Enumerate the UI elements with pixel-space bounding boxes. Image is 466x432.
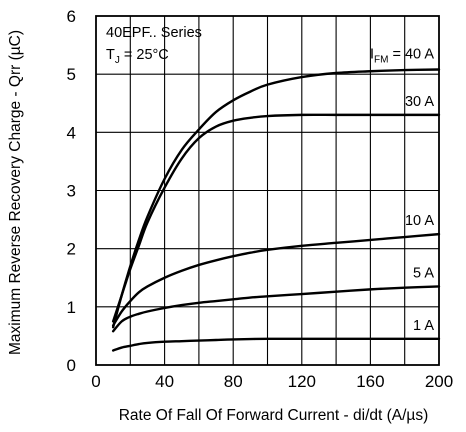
y-tick-label: 5: [67, 65, 76, 84]
series-line-5-a: [111, 285, 441, 333]
x-tick-label: 40: [155, 372, 174, 391]
x-tick-label: 80: [224, 372, 243, 391]
y-tick-label: 2: [67, 240, 76, 259]
series-line-1-a: [111, 337, 441, 352]
series-line-40-a: [111, 68, 441, 329]
y-tick-label: 6: [67, 7, 76, 26]
series-layer: [111, 68, 441, 352]
x-tick-label: 160: [356, 372, 384, 391]
y-tick-label: 1: [67, 298, 76, 317]
series-name-annotation: 40EPF.. Series: [106, 25, 202, 41]
series-label-10-a: 10 A: [405, 213, 434, 229]
x-axis-label: Rate Of Fall Of Forward Current - di/dt …: [119, 407, 429, 424]
y-tick-label: 3: [67, 182, 76, 201]
annotations: 30 A 10 A 5 A 1 A 40EPF.. Series TJ = 25°C IFM…: [106, 25, 434, 334]
tick-labels: 0 40 80 120 160 200 0 1 2 3 4 5 6: [67, 7, 454, 391]
series-line-30-a: [111, 113, 441, 323]
grid: [96, 16, 439, 365]
series-label-1-a: 1 A: [413, 318, 434, 334]
y-tick-label: 0: [67, 356, 76, 375]
x-tick-label: 120: [288, 372, 316, 391]
series-label-5-a: 5 A: [413, 265, 434, 281]
junction-temperature-annotation: TJ = 25°C: [106, 47, 169, 66]
plot-frame: [95, 15, 440, 366]
y-axis-label: Maximum Reverse Recovery Charge - Qrr (µ…: [7, 30, 24, 355]
y-tick-label: 4: [67, 123, 76, 142]
series-line-10-a: [111, 232, 441, 327]
x-tick-label: 0: [91, 372, 100, 391]
x-tick-label: 200: [425, 372, 453, 391]
forward-current-annotation: IFM = 40 A: [370, 47, 434, 66]
series-label-30-a: 30 A: [405, 94, 434, 110]
